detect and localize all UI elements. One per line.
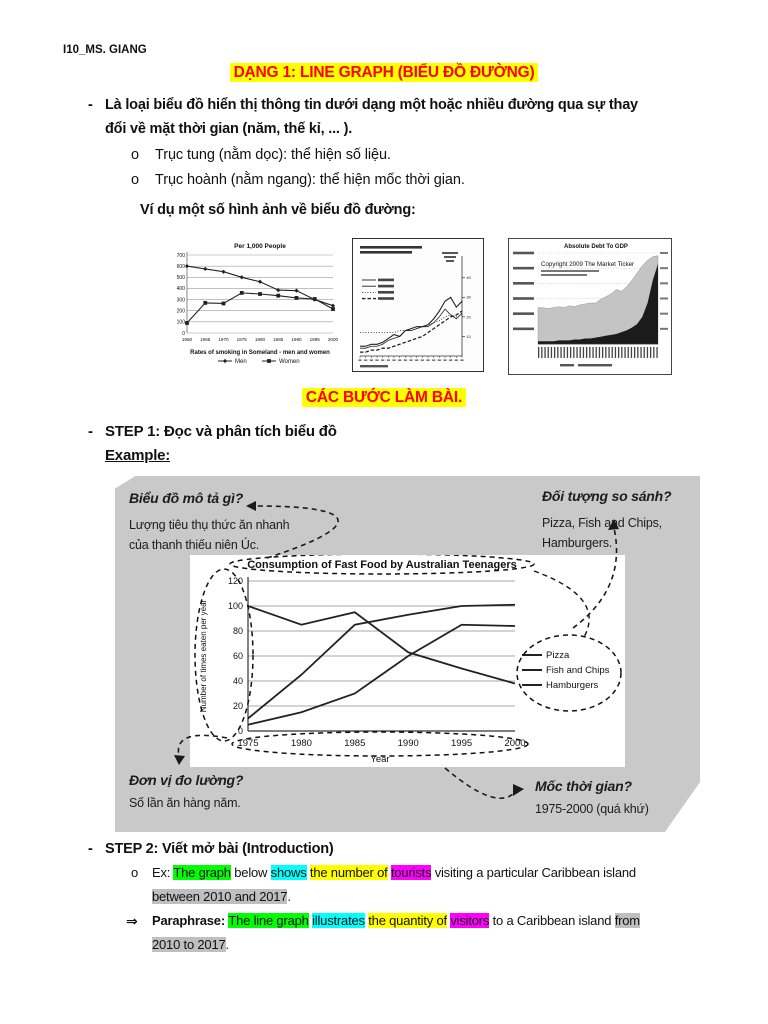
figure-answer-time: 1975-2000 (quá khứ) — [535, 802, 649, 816]
svg-text:500: 500 — [177, 275, 186, 281]
svg-text:1995: 1995 — [310, 337, 321, 342]
svg-text:10: 10 — [467, 335, 471, 339]
smoking-chart-thumbnail: Per 1,000 People 0 100 200 300 400 500 600 700 19… — [160, 238, 340, 372]
svg-text:Men: Men — [235, 359, 247, 365]
svg-text:Rates of smoking in Someland -: Rates of smoking in Someland - men and w… — [190, 350, 330, 356]
intro-sub-1: Trục tung (nằm dọc): thể hiện số liệu. — [155, 147, 391, 163]
svg-text:1970: 1970 — [218, 337, 229, 342]
svg-text:Hamburgers: Hamburgers — [546, 680, 599, 691]
svg-text:40: 40 — [233, 676, 243, 686]
paraphrase-arrow: ⇒ — [126, 913, 138, 929]
figure-question-describe: Biểu đồ mô tả gì? — [129, 490, 244, 506]
sub-bullet: o — [131, 172, 139, 188]
svg-text:1980: 1980 — [291, 738, 312, 749]
svg-text:30: 30 — [467, 296, 471, 300]
figure-answer-unit: Số lần ăn hàng năm. — [129, 796, 241, 810]
arrowhead-left-icon — [246, 501, 256, 511]
debt-chart-thumbnail: Absolute Debt To GDP Copyright 2009 The M… — [508, 238, 672, 375]
students-chart: 40 30 20 10 — [352, 238, 484, 372]
debt-chart: Absolute Debt To GDP Copyright 2009 The M… — [508, 238, 672, 375]
svg-text:2000: 2000 — [328, 337, 339, 342]
title-row: DẠNG 1: LINE GRAPH (BIỂU ĐỒ ĐƯỜNG) — [0, 63, 768, 82]
svg-text:1995: 1995 — [451, 738, 472, 749]
svg-text:1960: 1960 — [182, 337, 193, 342]
svg-text:1975: 1975 — [237, 738, 258, 749]
fastfood-chart: 0 20 40 60 80 100 120 Number of times eaten per… — [194, 553, 622, 765]
svg-text:80: 80 — [233, 626, 243, 636]
sub-bullet: o — [131, 865, 139, 880]
paraphrase-line-1: Paraphrase: The line graph illustrates t… — [152, 913, 640, 928]
svg-text:Absolute Debt To GDP: Absolute Debt To GDP — [564, 244, 628, 250]
figure-question-compare: Đối tượng so sánh? — [542, 488, 672, 504]
arrow-xaxis-to-time — [444, 767, 516, 800]
step1-heading: STEP 1: Đọc và phân tích biểu đồ — [105, 423, 337, 440]
annotated-example-figure: Biểu đồ mô tả gì? Lượng tiêu thụ thức ăn… — [115, 476, 700, 832]
svg-text:600: 600 — [177, 264, 186, 270]
example-sentence-line-1: Ex: The graph below shows the number of … — [152, 865, 636, 880]
figure-answer-compare-2: Hamburgers. — [542, 536, 613, 550]
svg-text:100: 100 — [177, 320, 186, 326]
svg-text:Per 1,000 People: Per 1,000 People — [234, 243, 286, 250]
figure-question-time: Mốc thời gian? — [535, 778, 632, 794]
svg-text:40: 40 — [467, 276, 471, 280]
figure-answer-compare-1: Pizza, Fish and Chips, — [542, 516, 662, 530]
svg-text:1990: 1990 — [291, 337, 302, 342]
section-heading: CÁC BƯỚC LÀM BÀI. — [301, 388, 467, 407]
arrowhead-down-icon — [174, 755, 185, 765]
svg-text:100: 100 — [228, 601, 243, 611]
step2-heading: STEP 2: Viết mở bài (Introduction) — [105, 841, 334, 857]
arrow-title-to-describe — [256, 505, 339, 559]
intro-sub-2: Trục hoành (nằm ngang): thể hiện mốc thờ… — [155, 172, 465, 188]
sub-bullet: o — [131, 147, 139, 163]
svg-text:Fish and Chips: Fish and Chips — [546, 665, 610, 676]
fastfood-chart-panel: 0 20 40 60 80 100 120 Number of times eaten per… — [190, 553, 625, 767]
svg-text:1980: 1980 — [255, 337, 266, 342]
example-label: Example: — [105, 447, 171, 464]
svg-text:1990: 1990 — [398, 738, 419, 749]
svg-text:2000: 2000 — [504, 738, 525, 749]
svg-text:200: 200 — [177, 309, 186, 315]
figure-answer-describe-1: Lượng tiêu thụ thức ăn nhanh — [129, 518, 290, 532]
svg-text:1985: 1985 — [273, 337, 284, 342]
svg-text:400: 400 — [177, 286, 186, 292]
bullet-dash: - — [88, 841, 93, 857]
svg-text:Women: Women — [279, 359, 300, 365]
svg-text:1965: 1965 — [200, 337, 211, 342]
svg-text:Consumption of Fast Food by Au: Consumption of Fast Food by Australian T… — [247, 559, 517, 571]
svg-text:1985: 1985 — [344, 738, 365, 749]
smoking-chart: Per 1,000 People 0 100 200 300 400 500 600 700 19… — [177, 243, 339, 365]
example-sentence-line-2: between 2010 and 2017. — [152, 889, 291, 904]
svg-text:700: 700 — [177, 253, 186, 259]
svg-text:0: 0 — [182, 331, 185, 337]
intro-line-2: đổi về mặt thời gian (năm, thế kỉ, ... )… — [105, 121, 353, 137]
svg-text:20: 20 — [467, 315, 471, 319]
svg-text:1975: 1975 — [237, 337, 248, 342]
arrowhead-right-icon — [513, 784, 524, 796]
svg-text:60: 60 — [233, 651, 243, 661]
svg-text:120: 120 — [228, 576, 243, 586]
svg-text:Copyright 2009 The Market Tick: Copyright 2009 The Market Ticker — [541, 261, 634, 268]
students-chart-thumbnail: 40 30 20 10 — [352, 238, 484, 372]
bullet-dash: - — [88, 97, 93, 113]
intro-line-1: Là loại biểu đồ hiển thị thông tin dưới … — [105, 97, 638, 113]
figure-question-unit: Đơn vị đo lường? — [129, 772, 244, 788]
section-heading-row: CÁC BƯỚC LÀM BÀI. — [0, 388, 768, 407]
svg-text:Year: Year — [370, 754, 389, 765]
page-header: I10_MS. GIANG — [63, 44, 147, 56]
svg-text:0: 0 — [238, 726, 243, 736]
svg-text:20: 20 — [233, 701, 243, 711]
svg-text:Number of times eaten per year: Number of times eaten per year — [199, 599, 208, 712]
page-title: DẠNG 1: LINE GRAPH (BIỂU ĐỒ ĐƯỜNG) — [229, 63, 539, 82]
svg-text:300: 300 — [177, 297, 186, 303]
examples-caption: Ví dụ một số hình ảnh về biểu đồ đường: — [140, 202, 416, 218]
svg-text:Pizza: Pizza — [546, 650, 570, 661]
figure-answer-describe-2: của thanh thiếu niên Úc. — [129, 538, 260, 552]
bullet-dash: - — [88, 423, 93, 440]
paraphrase-line-2: 2010 to 2017. — [152, 937, 229, 952]
